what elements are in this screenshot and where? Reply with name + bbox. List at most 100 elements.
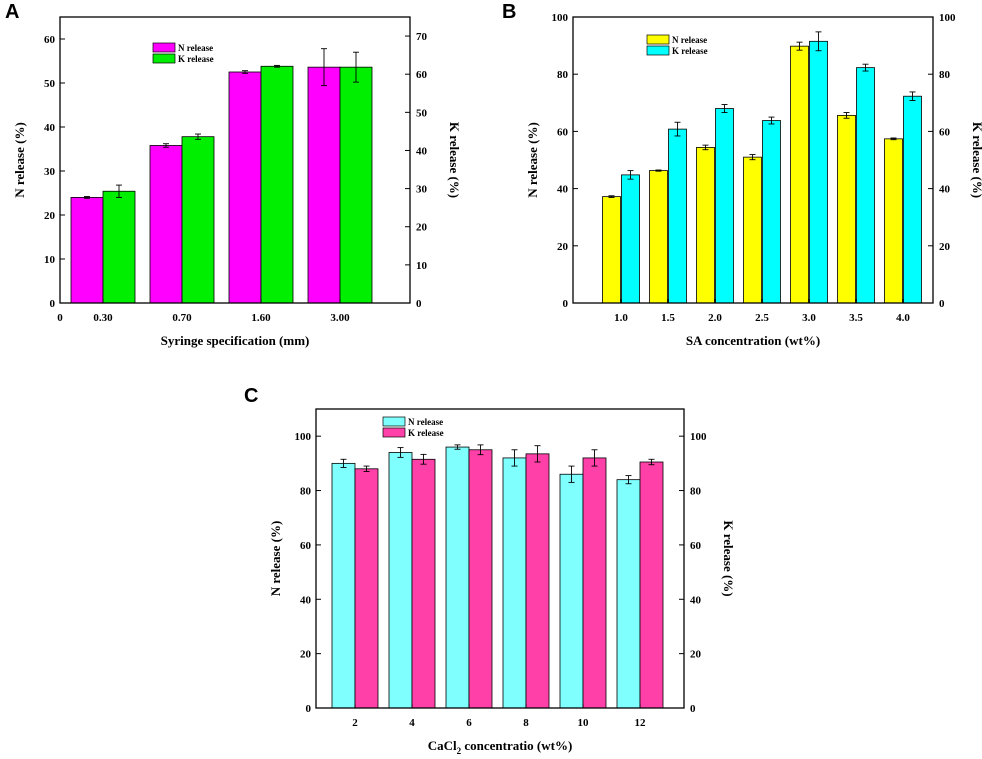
panel-b-ytick-label-right: 20 — [939, 241, 951, 253]
panel-c-bar-n-2 — [445, 446, 470, 709]
panel-c-ytick-label-right: 100 — [690, 431, 707, 443]
panel-b-ytick-label-right: 0 — [939, 298, 945, 310]
panel-b-errorbar-0-2 — [702, 144, 709, 151]
panel-b-xtick-label: 1.5 — [661, 312, 675, 324]
panel-c-errorbar-0-1 — [397, 447, 404, 458]
panel-a-ytick-label-right: 50 — [416, 107, 428, 119]
panel-c-bar-k-5 — [639, 461, 664, 709]
panel-c-bar-k-2 — [468, 449, 493, 709]
panel-a-xlabel: Syringe specification (mm) — [161, 333, 310, 348]
panel-a-bar-k-2 — [260, 65, 294, 304]
panel-a-letter: A — [5, 1, 19, 23]
panel-c-ylabel-right: K release (%) — [721, 520, 736, 596]
panel-b-legend-label-1: K release — [672, 46, 708, 56]
panel-b-bar-k-6 — [903, 95, 922, 304]
panel-c-ytick-label-left: 0 — [306, 703, 312, 715]
panel-c-xtick-label: 8 — [523, 717, 529, 729]
panel-a-bar-k-0 — [102, 190, 136, 304]
panel-b-bar-n-4 — [790, 45, 809, 304]
panel-a-ytick-label-left: 40 — [44, 122, 56, 134]
panel-c-bar-n-3 — [502, 457, 527, 709]
panel-a-ytick-label-right: 40 — [416, 145, 428, 157]
panel-a-ytick-label-left: 60 — [44, 34, 56, 46]
panel-c-legend-swatch-0 — [382, 416, 406, 427]
panel-c-errorbar-0-0 — [340, 458, 347, 468]
panel-c-bar-k-3 — [525, 453, 550, 709]
panel-c-xtick-label: 2 — [352, 717, 358, 729]
panel-b-xtick-label: 1.0 — [614, 312, 628, 324]
panel-c-xtick-label: 10 — [578, 717, 590, 729]
panel-b-errorbar-1-2 — [721, 104, 728, 113]
panel-c-xtick-label: 6 — [466, 717, 472, 729]
panel-b-bar-k-3 — [762, 120, 781, 304]
panel-c-xlabel-subscript: 2 — [457, 746, 462, 756]
panel-b-bar-k-0 — [621, 174, 640, 304]
panel-c-errorbar-1-3 — [534, 445, 541, 463]
panel-b-errorbar-1-1 — [674, 121, 681, 137]
panel-c-ytick-label-right: 40 — [690, 594, 702, 606]
panel-c-errorbar-0-3 — [511, 449, 518, 467]
panel-a-ytick-label-left: 0 — [50, 298, 56, 310]
panel-b-ytick-label-left: 20 — [557, 241, 569, 253]
panel-c-ytick-label-right: 0 — [690, 703, 696, 715]
panel-a-ytick-label-left: 10 — [44, 254, 56, 266]
panel-c-ytick-label-left: 100 — [295, 431, 312, 443]
panel-a-xtick-label: 1.60 — [251, 312, 271, 324]
panel-b-ytick-label-left: 40 — [557, 184, 569, 196]
panel-c-ytick-label-right: 20 — [690, 649, 702, 661]
panel-a-bar-n-1 — [149, 145, 183, 304]
panel-a-ylabel-left: N release (%) — [12, 122, 27, 198]
panel-b-legend-swatch-1 — [646, 45, 670, 56]
panel-c-frame — [315, 408, 685, 709]
panel-b-errorbar-0-1 — [655, 169, 662, 172]
panel-c-xlabel-main: CaCl — [428, 738, 457, 753]
panel-a-ytick-label-right: 60 — [416, 69, 428, 81]
panel-b-ylabel-right: K release (%) — [970, 122, 982, 198]
panel-b: B 0 20 40 60 80 100 0 20 40 60 80 100 1.0 1.5 2.0 2.5 3.0… — [502, 1, 982, 348]
panel-c-bar-k-4 — [582, 457, 607, 709]
panel-a-bar-n-0 — [70, 196, 104, 304]
panel-c-errorbar-0-2 — [454, 444, 461, 450]
panel-c-errorbar-0-4 — [568, 465, 575, 483]
panel-a-errorbar-0-3 — [321, 48, 327, 87]
panel-b-errorbar-0-6 — [890, 137, 897, 141]
panel-b-legend-swatch-0 — [646, 34, 670, 45]
panel-a-xtick-origin-label: 0 — [57, 312, 63, 324]
panel-a-errorbar-0-1 — [163, 143, 169, 148]
panel-a-ytick-label-left: 50 — [44, 78, 56, 90]
panel-b-bar-n-1 — [649, 170, 668, 304]
panel-c-ytick-label-left: 20 — [300, 649, 312, 661]
panel-b-ytick-label-left: 80 — [557, 69, 569, 81]
panel-a-legend-swatch-0 — [152, 42, 176, 53]
panel-c-bar-n-0 — [331, 462, 356, 709]
panel-c-errorbar-1-2 — [477, 444, 484, 456]
panel-b-bar-n-0 — [602, 196, 621, 304]
panel-c-errorbar-1-4 — [591, 449, 598, 467]
panel-c-errorbar-1-1 — [420, 453, 427, 465]
panel-b-errorbar-1-3 — [768, 116, 775, 125]
panel-c-xtick-label: 4 — [409, 717, 415, 729]
panel-b-errorbar-0-4 — [796, 41, 803, 51]
panel-b-xtick-label: 2.0 — [708, 312, 722, 324]
panel-b-frame — [572, 16, 934, 304]
panel-c-errorbar-0-5 — [625, 475, 632, 485]
panel-b-bar-n-5 — [837, 114, 856, 304]
panel-b-bar-n-2 — [696, 147, 715, 304]
panel-c-bar-n-1 — [388, 452, 413, 709]
panel-b-ytick-label-left: 60 — [557, 126, 569, 138]
panel-b-bar-k-2 — [715, 108, 734, 304]
panel-b-bar-k-4 — [809, 40, 828, 304]
panel-c-bar-n-5 — [616, 479, 641, 709]
panel-a-ytick-label-right: 30 — [416, 184, 428, 196]
panel-b-xlabel: SA concentration (wt%) — [686, 333, 820, 348]
panel-c-letter: C — [244, 385, 258, 407]
panel-a-bar-k-1 — [181, 136, 215, 304]
panel-a-errorbar-1-1 — [195, 133, 201, 140]
panel-b-errorbar-1-5 — [862, 63, 869, 72]
panel-a-ytick-label-right: 20 — [416, 222, 428, 234]
panel-c-ytick-label-right: 80 — [690, 486, 702, 498]
panel-a-ytick-label-left: 30 — [44, 166, 56, 178]
panel-a-legend-swatch-1 — [152, 53, 176, 64]
panel-b-errorbar-0-3 — [749, 154, 756, 161]
panel-b-letter: B — [502, 1, 516, 23]
